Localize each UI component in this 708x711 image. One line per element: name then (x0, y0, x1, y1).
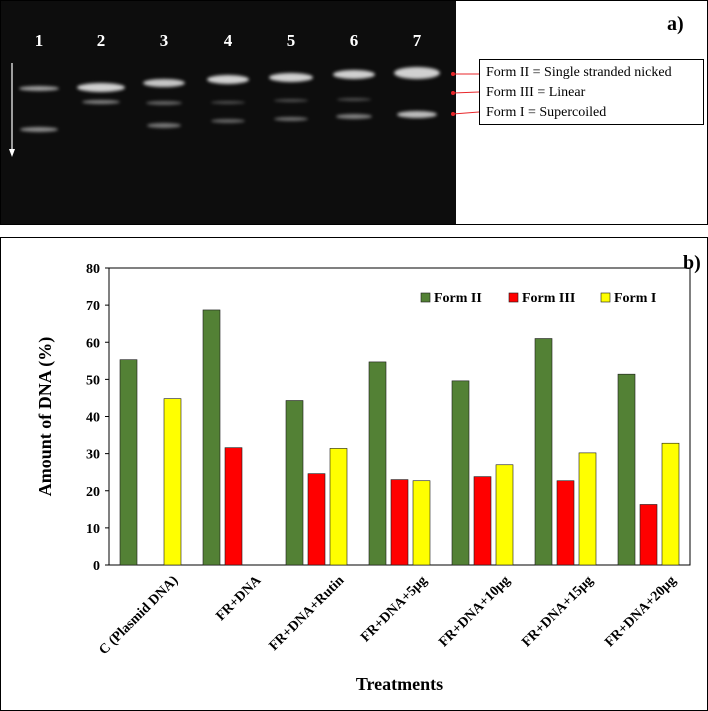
y-tick-label: 10 (86, 522, 100, 537)
bar-form-ii (285, 400, 304, 566)
legend-label: Form I (614, 291, 656, 306)
bar-form-i (412, 480, 431, 566)
form-ii-label: Form II = Single stranded nicked (486, 65, 672, 80)
dna-band (211, 119, 245, 123)
gel-image: 1 2 3 4 5 6 7 (1, 1, 456, 224)
y-axis-title: Amount of DNA (%) (35, 337, 56, 497)
forms-legend-box: Form II = Single stranded nicked Form II… (479, 59, 704, 125)
form-marker-line (452, 111, 480, 115)
lane-number: 6 (349, 31, 359, 50)
dna-band (147, 122, 181, 128)
lane-number: 1 (34, 31, 44, 50)
dna-band (274, 98, 308, 102)
x-tick-label: C (Plasmid DNA) (96, 573, 181, 658)
dna-band (146, 101, 182, 105)
y-tick-label: 20 (86, 485, 100, 500)
bar-form-iii (639, 504, 658, 566)
dna-band (207, 74, 249, 84)
x-tick-label: FR+DNA+15μg (519, 573, 596, 650)
lane-number: 7 (412, 31, 422, 50)
gel-panel: 1 2 3 4 5 6 7 a) Form II = Single stranded nic… (0, 0, 708, 225)
y-tick-label: 30 (86, 448, 100, 463)
x-axis-title: Treatments (356, 674, 443, 694)
dna-band (143, 79, 185, 87)
y-tick-label: 0 (93, 559, 100, 574)
dna-band (19, 85, 59, 91)
bar-form-ii (119, 359, 138, 566)
chart-panel: b) 0 10 20 30 40 50 60 70 80 C (Plasmid DNA) FR+DN… (0, 237, 708, 711)
dna-band (82, 100, 120, 104)
dna-band (274, 117, 308, 121)
bar-form-iii (556, 480, 575, 566)
lane-number: 5 (286, 31, 296, 50)
bar-form-iii (307, 473, 326, 566)
y-tick-label: 40 (86, 411, 100, 426)
form-i-label: Form I = Supercoiled (486, 105, 607, 120)
bar-form-ii (617, 373, 636, 566)
gel-overlay (9, 63, 480, 157)
bar-form-iii (224, 447, 243, 566)
legend-swatch (508, 292, 519, 303)
panel-a-label: a) (667, 13, 684, 35)
x-tick-label: FR+DNA+5μg (358, 573, 430, 645)
dna-band (333, 69, 375, 79)
dna-band (211, 100, 245, 104)
legend-swatch (420, 292, 431, 303)
bar-form-i (495, 464, 514, 566)
bar-form-i (163, 398, 182, 566)
lane-number: 2 (96, 31, 106, 50)
x-tick-label: FR+DNA+Rutin (267, 573, 348, 654)
y-tick-label: 50 (86, 373, 100, 388)
bar-form-iii (390, 479, 409, 566)
dna-band (269, 72, 313, 82)
bar-form-i (578, 452, 597, 566)
dna-band (397, 110, 437, 118)
bar-form-i (329, 448, 348, 566)
dna-band (77, 82, 125, 92)
legend-label: Form III (522, 291, 575, 306)
y-tick-label: 60 (86, 336, 100, 351)
x-tick-label: FR+DNA+20μg (602, 573, 679, 650)
form-marker-line (452, 91, 480, 94)
legend-label: Form II (434, 291, 482, 306)
bar-form-ii (202, 309, 221, 566)
bar-form-i (661, 442, 680, 566)
bar-form-iii (473, 476, 492, 566)
dna-band (336, 113, 372, 119)
bar-form-ii (368, 361, 387, 566)
x-tick-label: FR+DNA (213, 573, 265, 625)
lane-number: 3 (159, 31, 169, 50)
lane-number: 4 (223, 31, 233, 50)
x-tick-label: FR+DNA+10μg (436, 573, 513, 650)
form-iii-label: Form III = Linear (486, 85, 586, 100)
y-tick-label: 70 (86, 299, 100, 314)
y-tick-label: 80 (86, 262, 100, 277)
legend-swatch (600, 292, 611, 303)
dna-band (394, 67, 440, 79)
bar-form-ii (451, 380, 470, 566)
migration-arrow-head (9, 149, 15, 157)
bar-form-ii (534, 338, 553, 566)
dna-band (337, 97, 371, 101)
dna-band (20, 126, 58, 132)
